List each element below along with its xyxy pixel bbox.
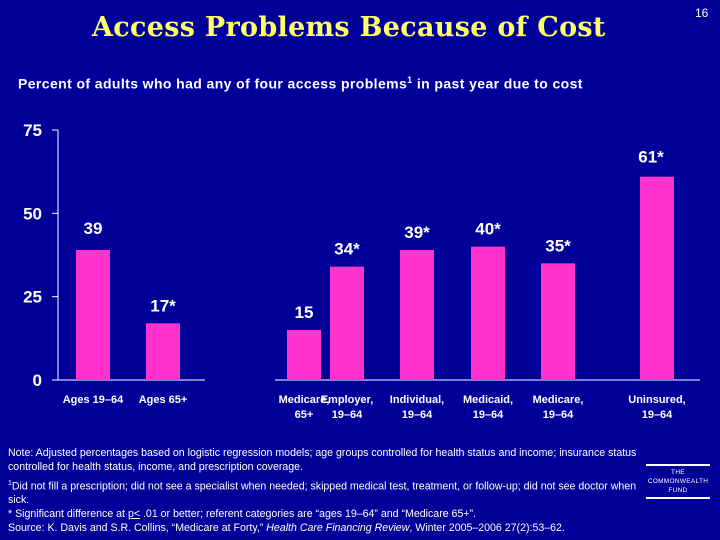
y-tick-label: 25 [23, 288, 42, 307]
bar [400, 250, 434, 380]
x-category-sublabel: 65+ [295, 409, 314, 421]
y-tick-label: 75 [23, 121, 42, 140]
logo-rule-bottom [646, 497, 710, 499]
bar [330, 266, 364, 380]
x-category-sublabel: 19–64 [402, 409, 433, 421]
chart-title: Access Problems Because of Cost [92, 12, 606, 43]
sig-post: .01 or better; referent categories are “… [140, 507, 477, 520]
slide-number: 16 [695, 6, 709, 20]
subtitle-footnote-mark: 1 [407, 75, 413, 85]
x-category-sublabel: 19–64 [332, 409, 363, 421]
logo-rule-top [646, 464, 710, 466]
x-category-label: Medicare, [533, 394, 584, 406]
source-pre: Source: K. Davis and S.R. Collins, “Medi… [8, 521, 267, 534]
y-tick-label: 0 [33, 371, 42, 390]
bar [541, 263, 575, 380]
sig-p: p< [127, 507, 141, 520]
significance-note: * Significant difference at p< .01 or be… [8, 508, 648, 522]
bar-value-label: 39* [404, 223, 430, 242]
source-note: Source: K. Davis and S.R. Collins, “Medi… [8, 522, 648, 536]
bar-value-label: 40* [475, 220, 501, 239]
commonwealth-fund-logo: THE COMMONWEALTH FUND [640, 462, 716, 518]
footnotes: Note: Adjusted percentages based on logi… [8, 447, 648, 535]
x-category-label: Individual, [390, 394, 444, 406]
footnote-1-text: Did not fill a prescription; did not see… [8, 480, 637, 507]
x-category-label: Employer, [321, 394, 374, 406]
logo-line-3: FUND [668, 487, 688, 494]
bar [471, 246, 505, 380]
bar [287, 330, 321, 380]
bar [76, 250, 110, 380]
source-journal: Health Care Financing Review [266, 521, 410, 534]
bar-value-label: 15 [295, 303, 314, 322]
x-category-label: Ages 65+ [139, 394, 188, 406]
x-category-label: Medicare, [279, 394, 330, 406]
logo-line-2: COMMONWEALTH [647, 478, 709, 485]
x-category-label: Uninsured, [628, 394, 685, 406]
subtitle-tail: in past year due to cost [412, 75, 583, 92]
bar-value-label: 35* [545, 236, 571, 255]
subtitle-main: Percent of adults who had any of four ac… [18, 75, 408, 92]
y-tick-label: 50 [23, 204, 42, 223]
bar-value-label: 39 [84, 219, 103, 238]
chart-subtitle: Percent of adults who had any of four ac… [18, 71, 658, 93]
x-category-sublabel: 19–64 [642, 409, 673, 421]
bar-value-label: 34* [334, 240, 360, 259]
bar [640, 176, 674, 380]
note-adjusted: Note: Adjusted percentages based on logi… [8, 447, 637, 473]
bar-value-label: 17* [150, 296, 176, 315]
footnote-1: 1Did not fill a prescription; did not se… [8, 477, 648, 508]
x-category-label: Medicaid, [463, 394, 513, 406]
footnote-1-mark: 1 [8, 480, 12, 488]
bar [146, 323, 180, 380]
x-category-label: Ages 19–64 [63, 394, 124, 406]
bar-value-label: 61* [638, 148, 664, 167]
source-post: , Winter 2005–2006 27(2):53–62. [409, 521, 565, 534]
logo-line-1: THE [671, 469, 685, 476]
x-category-sublabel: 19–64 [473, 409, 504, 421]
x-category-sublabel: 19–64 [543, 409, 574, 421]
sig-pre: * Significant difference at [8, 507, 128, 520]
